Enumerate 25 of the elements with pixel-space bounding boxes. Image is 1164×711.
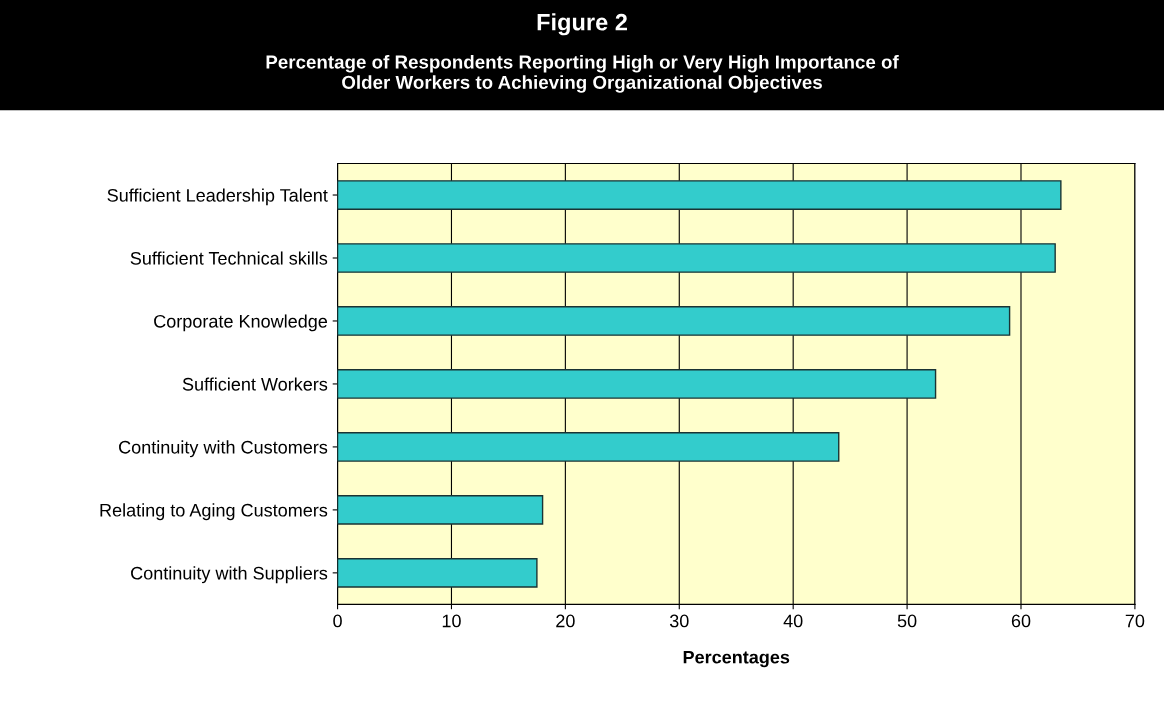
y-tick-label: Continuity with Suppliers [131,566,328,584]
chart-subtitle: Percentage of Respondents Reporting High or Very High Importance of Older Workers to Achieving Organizational Objectives [266,54,899,93]
x-tick-label: 50 [897,614,917,628]
x-tick-label: 70 [1125,614,1145,628]
y-tick-label: Sufficient Workers [182,377,328,391]
bar [337,495,544,525]
x-tick-label: 40 [783,614,803,628]
x-tick-label: 60 [1011,614,1031,628]
bar [337,180,1062,210]
y-tick-label: Relating to Aging Customers [100,503,328,521]
chart-title: Figure 2 [537,13,627,36]
bar [337,306,1011,336]
x-tick-label: 30 [669,614,689,628]
x-axis-title: Percentages [683,650,790,668]
bar [337,369,937,399]
x-tick-label: 20 [556,614,575,628]
bar [337,432,840,462]
bar [337,243,1056,273]
x-tick-label: 10 [442,614,461,628]
y-tick-label: Corporate Knowledge [154,314,328,332]
y-tick-label: Sufficient Leadership Talent [107,188,328,206]
x-tick-label: 0 [333,614,342,628]
bar [337,557,538,588]
y-tick-label: Continuity with Customers [119,440,328,458]
y-tick-label: Sufficient Technical skills [130,251,328,265]
